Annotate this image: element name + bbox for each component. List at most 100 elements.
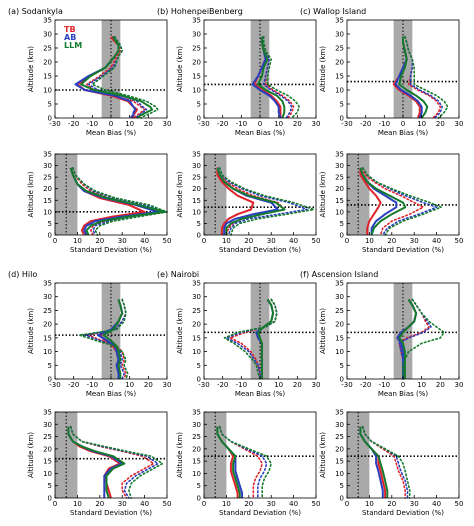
x-tick-label: 20 [387, 237, 396, 245]
y-tick-label: 25 [43, 174, 52, 182]
y-tick-label: 5 [197, 482, 201, 490]
series-tb-dotted [69, 425, 155, 499]
series-llm-solid [257, 36, 286, 119]
x-tick-label: 0 [401, 120, 405, 128]
y-tick-label: 35 [335, 151, 344, 159]
panel-6: 0 5 10 15 20 25 30 35 0 10 20 30 40 50 Standard Deviat… [319, 151, 463, 255]
x-tick-label: 10 [365, 237, 374, 245]
series-llm-solid [67, 426, 126, 499]
y-tick-label: 5 [197, 362, 201, 370]
y-tick-label: 5 [340, 101, 344, 109]
y-tick-label: 5 [340, 220, 344, 228]
y-tick-label: 30 [43, 31, 52, 39]
panel-title: (c) Wallop Island [300, 7, 366, 16]
legend-entry-tb: TB [64, 25, 76, 34]
series-tb-solid [216, 167, 255, 235]
y-tick-label: 0 [197, 376, 201, 384]
x-tick-label: 10 [274, 381, 283, 389]
series-tb-dotted [361, 167, 425, 236]
y-tick-label: 20 [335, 321, 344, 329]
y-tick-label: 10 [335, 348, 344, 356]
panel-title: (e) Nairobi [157, 270, 199, 279]
x-tick-label: -20 [360, 120, 371, 128]
x-tick-label: 0 [258, 120, 262, 128]
y-tick-label: 20 [335, 445, 344, 453]
y-tick-label: 25 [192, 307, 201, 315]
y-tick-label: 35 [43, 409, 52, 417]
y-tick-label: 30 [192, 162, 201, 170]
panel-11: 0 5 10 15 20 25 30 35 0 10 20 30 40 50 Standard Deviat… [176, 409, 320, 518]
series-llm-solid [359, 426, 389, 498]
y-tick-label: 0 [340, 115, 344, 123]
x-tick-label: 0 [258, 381, 262, 389]
y-axis-label: Altitude (km) [27, 432, 35, 478]
series-llm-solid [257, 298, 275, 379]
x-tick-label: 40 [289, 237, 298, 245]
x-axis-label: Standard Deviation (%) [70, 246, 152, 254]
plot-frame [203, 153, 317, 236]
y-tick-label: 15 [43, 73, 52, 81]
y-tick-label: 20 [192, 321, 201, 329]
y-tick-label: 5 [48, 101, 52, 109]
x-tick-label: 30 [312, 381, 321, 389]
y-tick-label: 35 [192, 409, 201, 417]
x-tick-label: 0 [53, 237, 57, 245]
x-tick-label: -30 [198, 381, 209, 389]
series-llm-solid [398, 298, 418, 379]
y-tick-label: 15 [43, 458, 52, 466]
y-tick-label: 35 [335, 280, 344, 288]
x-tick-label: 30 [118, 500, 127, 508]
x-tick-label: 0 [345, 500, 349, 508]
uncertainty-band [204, 154, 227, 235]
x-tick-label: 0 [109, 120, 113, 128]
x-axis-label: Standard Deviation (%) [362, 509, 444, 517]
x-axis-label: Standard Deviation (%) [219, 509, 301, 517]
y-tick-label: 20 [192, 445, 201, 453]
y-axis-label: Altitude (km) [176, 46, 184, 92]
uncertainty-band [347, 154, 370, 235]
x-tick-label: 20 [244, 237, 253, 245]
x-tick-label: -20 [217, 120, 228, 128]
y-tick-label: 25 [192, 433, 201, 441]
y-tick-label: 15 [192, 458, 201, 466]
y-tick-label: 0 [197, 495, 201, 503]
y-tick-label: 0 [340, 495, 344, 503]
plot-frame [54, 411, 168, 499]
y-tick-label: 30 [43, 421, 52, 429]
x-tick-label: 10 [365, 500, 374, 508]
y-tick-label: 25 [192, 45, 201, 53]
panel-1: 0 5 10 15 20 25 30 35 -30 -20 -10 0 10 20 30 Mean Bias … [8, 7, 171, 137]
y-tick-label: 20 [192, 185, 201, 193]
series-llm-dotted [69, 425, 164, 499]
y-tick-label: 5 [48, 362, 52, 370]
x-axis-label: Standard Deviation (%) [70, 509, 152, 517]
x-tick-label: 20 [144, 120, 153, 128]
y-tick-label: 25 [43, 307, 52, 315]
x-tick-label: 20 [95, 237, 104, 245]
y-tick-label: 15 [43, 197, 52, 205]
y-tick-label: 15 [43, 334, 52, 342]
y-tick-label: 0 [340, 232, 344, 240]
y-tick-label: 25 [192, 174, 201, 182]
y-tick-label: 25 [335, 174, 344, 182]
x-tick-label: 10 [125, 381, 134, 389]
y-tick-label: 25 [43, 45, 52, 53]
plot-frame [346, 153, 460, 236]
x-tick-label: 40 [140, 237, 149, 245]
y-tick-label: 30 [43, 293, 52, 301]
series-llm-solid [216, 167, 286, 235]
series-ab-dotted [225, 298, 278, 380]
x-tick-label: 50 [312, 500, 321, 508]
y-tick-label: 0 [48, 376, 52, 384]
y-tick-label: 10 [43, 348, 52, 356]
x-tick-label: 30 [455, 381, 464, 389]
series-llm-dotted [218, 167, 315, 236]
y-tick-label: 10 [335, 208, 344, 216]
y-tick-label: 15 [192, 73, 201, 81]
x-axis-label: Mean Bias (%) [378, 390, 429, 398]
series-tb-dotted [72, 167, 162, 236]
y-tick-label: 10 [192, 87, 201, 95]
x-tick-label: -20 [360, 381, 371, 389]
